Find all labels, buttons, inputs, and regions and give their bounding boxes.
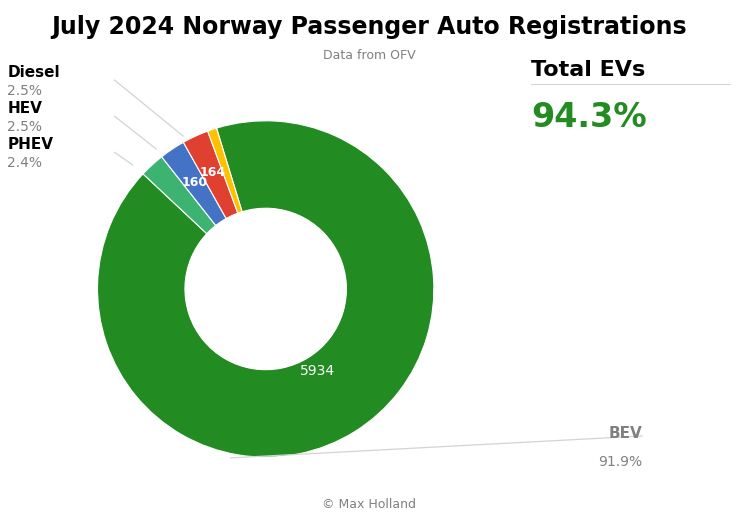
Text: 164: 164 <box>199 166 225 180</box>
Text: 2.4%: 2.4% <box>7 156 42 170</box>
Wedge shape <box>143 157 215 234</box>
Wedge shape <box>97 121 434 457</box>
Text: 2.5%: 2.5% <box>7 84 42 98</box>
Text: 160: 160 <box>182 176 207 189</box>
Text: 2.5%: 2.5% <box>7 120 42 134</box>
Text: Total EVs: Total EVs <box>531 60 646 80</box>
Text: HEV: HEV <box>7 101 42 116</box>
Wedge shape <box>162 142 226 225</box>
Wedge shape <box>183 131 238 219</box>
Circle shape <box>185 208 346 369</box>
Wedge shape <box>207 128 242 213</box>
Text: PHEV: PHEV <box>7 137 53 152</box>
Text: July 2024 Norway Passenger Auto Registrations: July 2024 Norway Passenger Auto Registra… <box>51 15 687 40</box>
Text: 91.9%: 91.9% <box>598 455 642 469</box>
Text: BEV: BEV <box>608 426 642 441</box>
Text: Diesel: Diesel <box>7 65 60 80</box>
Text: © Max Holland: © Max Holland <box>322 498 416 511</box>
Text: 5934: 5934 <box>300 364 334 378</box>
Text: 94.3%: 94.3% <box>531 101 647 134</box>
Text: Data from OFV: Data from OFV <box>323 49 415 62</box>
